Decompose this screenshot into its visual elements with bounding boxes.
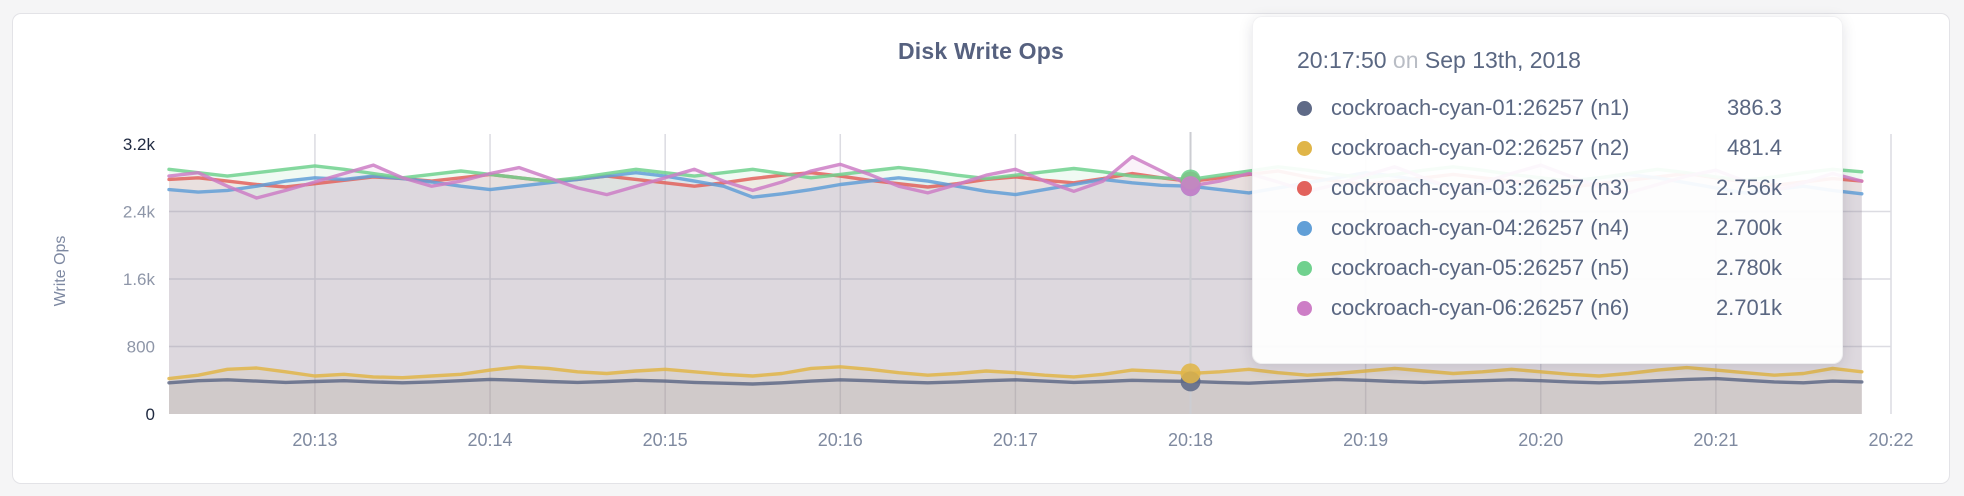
- x-tick-label: 20:15: [643, 430, 688, 450]
- series-color-dot-icon: [1297, 260, 1312, 276]
- hover-tooltip: 20:17:50 on Sep 13th, 2018 cockroach-cya…: [1252, 16, 1843, 364]
- tooltip-row: cockroach-cyan-04:26257 (n4) 2.700k: [1297, 208, 1798, 248]
- y-axis-labels: 0 800 1.6k 2.4k 3.2k: [123, 135, 156, 424]
- series-value: 2.701k: [1715, 295, 1782, 320]
- tooltip-row: cockroach-cyan-06:26257 (n6) 2.701k: [1297, 288, 1798, 328]
- tooltip-row: cockroach-cyan-05:26257 (n5) 2.780k: [1297, 248, 1798, 288]
- series-area-2: [169, 366, 1862, 414]
- series-name: cockroach-cyan-02:26257 (n2): [1331, 135, 1630, 160]
- series-name: cockroach-cyan-05:26257 (n5): [1331, 255, 1630, 280]
- series-name: cockroach-cyan-01:26257 (n1): [1331, 95, 1630, 120]
- series-value: 2.780k: [1715, 255, 1782, 280]
- x-tick-label: 20:17: [993, 430, 1038, 450]
- x-axis-labels: 20:13 20:14 20:15 20:16 20:17 20:18 20:19 20:20…: [292, 430, 1913, 450]
- series-line-2: [167, 365, 1864, 381]
- tooltip-header: 20:17:50 on Sep 13th, 2018: [1297, 47, 1798, 74]
- y-tick-label: 1.6k: [123, 270, 156, 289]
- tooltip-row: cockroach-cyan-02:26257 (n2) 481.4: [1297, 128, 1798, 168]
- x-tick-label: 20:16: [818, 430, 863, 450]
- chart-card: Disk Write Ops Write Ops 0 800 1.6k 2.4k 3.2…: [12, 13, 1950, 484]
- series-value: 386.3: [1726, 95, 1782, 120]
- tooltip-date: Sep 13th, 2018: [1424, 47, 1581, 73]
- x-tick-label: 20:18: [1168, 430, 1213, 450]
- series-color-dot-icon: [1297, 140, 1312, 156]
- series-name: cockroach-cyan-06:26257 (n6): [1331, 295, 1630, 320]
- hover-group: [1180, 132, 1201, 414]
- tooltip-row: cockroach-cyan-03:26257 (n3) 2.756k: [1297, 168, 1798, 208]
- series-area-1: [169, 378, 1862, 414]
- tooltip-series-list: cockroach-cyan-01:26257 (n1) 386.3 cockroa…: [1297, 88, 1798, 328]
- tooltip-conjunction: on: [1392, 47, 1419, 73]
- hover-dot-2: [1180, 363, 1201, 384]
- y-tick-label: 800: [127, 338, 155, 357]
- y-tick-label: 0: [146, 405, 155, 424]
- x-tick-label: 20:21: [1693, 430, 1738, 450]
- x-tick-label: 20:13: [292, 430, 337, 450]
- y-tick-label: 3.2k: [123, 135, 156, 154]
- series-color-dot-icon: [1297, 300, 1312, 316]
- series-name: cockroach-cyan-03:26257 (n3): [1331, 175, 1630, 200]
- x-tick-label: 20:19: [1343, 430, 1388, 450]
- x-tick-label: 20:22: [1868, 430, 1913, 450]
- x-tick-label: 20:14: [468, 430, 513, 450]
- series-value: 2.700k: [1715, 215, 1782, 240]
- x-tick-label: 20:20: [1518, 430, 1563, 450]
- series-value: 481.4: [1726, 135, 1782, 160]
- y-tick-label: 2.4k: [123, 203, 156, 222]
- series-name: cockroach-cyan-04:26257 (n4): [1331, 215, 1630, 240]
- tooltip-row: cockroach-cyan-01:26257 (n1) 386.3: [1297, 88, 1798, 128]
- series-line-1: [167, 376, 1864, 386]
- series-color-dot-icon: [1297, 220, 1312, 236]
- tooltip-time: 20:17:50: [1297, 47, 1387, 73]
- hover-dot-6: [1180, 176, 1201, 197]
- series-value: 2.756k: [1715, 175, 1782, 200]
- series-color-dot-icon: [1297, 100, 1312, 116]
- series-color-dot-icon: [1297, 180, 1312, 196]
- chart-title: Disk Write Ops: [898, 38, 1064, 64]
